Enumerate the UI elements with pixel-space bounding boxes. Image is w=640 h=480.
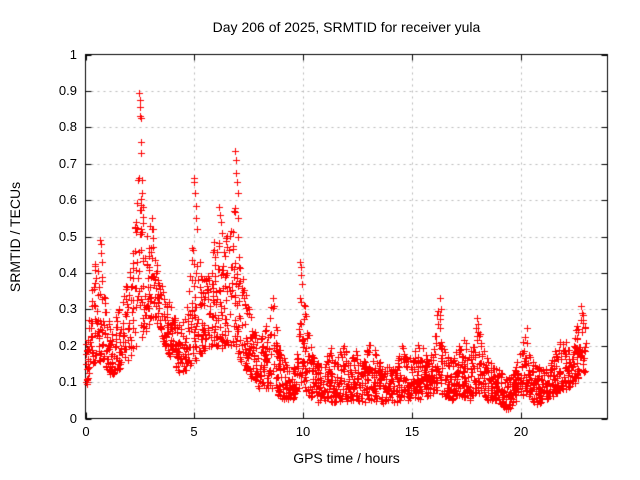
y-tick-label: 0 <box>69 411 77 426</box>
chart-title: Day 206 of 2025, SRMTID for receiver yul… <box>212 19 481 35</box>
y-tick-label: 0.4 <box>58 265 77 280</box>
x-tick-label: 0 <box>82 424 90 439</box>
y-tick-label: 0.5 <box>58 229 77 244</box>
y-tick-label: 0.3 <box>58 301 77 316</box>
y-tick-label: 0.6 <box>58 192 77 207</box>
x-tick-label: 10 <box>295 424 311 439</box>
y-tick-label: 1 <box>69 47 77 62</box>
y-tick-label: 0.1 <box>58 374 77 389</box>
y-tick-label: 0.9 <box>58 83 77 98</box>
y-tick-label: 0.8 <box>58 119 77 134</box>
y-tick-label: 0.7 <box>58 156 77 171</box>
x-tick-label: 15 <box>404 424 420 439</box>
x-tick-label: 5 <box>190 424 198 439</box>
y-axis-label: SRMTID / TECUs <box>7 181 23 293</box>
y-tick-label: 0.2 <box>58 338 77 353</box>
x-tick-label: 20 <box>513 424 529 439</box>
x-axis-label: GPS time / hours <box>293 450 400 466</box>
